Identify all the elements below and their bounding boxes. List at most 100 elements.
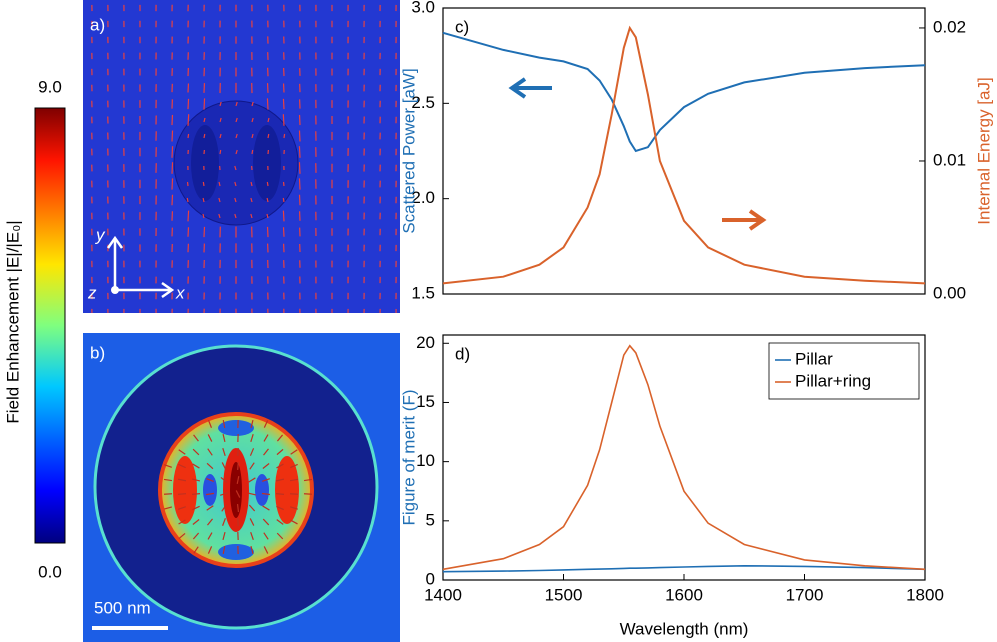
field-arrow: [234, 165, 237, 171]
field-arrow: [235, 133, 238, 139]
panel-label: b): [90, 343, 105, 362]
field-arrow: [235, 117, 238, 123]
field-arrow: [275, 493, 285, 495]
legend-label: Pillar: [795, 349, 833, 368]
field-arrow: [207, 532, 213, 540]
field-arrow: [187, 133, 190, 139]
field-arrow: [303, 478, 313, 482]
field-arrow: [219, 117, 222, 123]
field-arrow: [236, 503, 240, 513]
field-arrow: [203, 133, 206, 139]
field-arrow: [261, 492, 271, 496]
field-arrow: [207, 546, 213, 554]
field-arrow: [222, 448, 226, 456]
y-tick-label: 10: [416, 451, 435, 470]
field-arrow: [266, 181, 269, 187]
field-arrow: [266, 98, 269, 110]
field-arrow: [282, 114, 285, 126]
colorbar-label: Field Enhancement |E|/|E₀|: [3, 220, 22, 423]
field-arrow: [276, 463, 284, 469]
field-arrow: [222, 531, 226, 541]
x-tick-label: 1400: [424, 585, 462, 604]
field-arrow: [219, 101, 222, 107]
y2-tick-label: 0.02: [933, 17, 966, 36]
field-arrow: [187, 210, 190, 222]
field-arrow: [207, 434, 213, 442]
field-arrow: [250, 545, 254, 555]
field-arrow: [218, 197, 221, 203]
field-arrow: [178, 463, 186, 469]
y-tick-label: 0: [426, 569, 435, 588]
field-lobe: [255, 474, 269, 506]
scale-bar-label: 500 nm: [94, 598, 151, 617]
field-arrow: [177, 493, 187, 495]
field-arrow: [202, 213, 205, 219]
field-arrow: [221, 462, 227, 470]
field-arrow: [221, 504, 227, 512]
field-arrow: [234, 181, 237, 187]
field-arrow: [266, 213, 269, 219]
field-arrow: [248, 477, 256, 483]
arrow-head: [161, 281, 175, 299]
field-arrow: [298, 146, 301, 158]
y-tick-label: 15: [416, 392, 435, 411]
field-arrow: [203, 117, 206, 123]
field-arrow: [251, 133, 254, 139]
field-arrow: [193, 546, 199, 554]
field-arrow: [283, 133, 286, 139]
field-arrow: [234, 197, 237, 203]
field-arrow: [178, 506, 186, 510]
field-arrow: [262, 518, 270, 526]
axis-label: z: [87, 283, 97, 302]
field-arrow: [206, 478, 214, 482]
field-arrow: [282, 98, 285, 110]
y-tick-label: 5: [426, 510, 435, 529]
field-arrow: [276, 519, 284, 525]
panel-b: [83, 333, 400, 642]
panel-label: a): [90, 15, 105, 34]
field-arrow: [191, 493, 201, 495]
field-arrow: [191, 478, 201, 482]
field-arrow: [171, 162, 174, 174]
field-arrow: [276, 448, 284, 456]
field-lobe: [191, 125, 219, 201]
field-arrow: [267, 117, 270, 123]
field-arrow: [178, 532, 186, 540]
field-arrow: [282, 197, 285, 203]
field-arrow: [267, 133, 270, 139]
line-series: [442, 344, 926, 571]
field-arrow: [263, 448, 269, 456]
field-arrow: [263, 532, 269, 540]
y-tick-label: 3.0: [411, 0, 435, 16]
field-arrow: [250, 532, 254, 540]
field-arrow: [192, 448, 200, 456]
field-arrow: [171, 130, 174, 142]
colorbar: [34, 107, 66, 544]
field-arrow: [207, 448, 213, 456]
arrow-head: [748, 209, 767, 231]
axis-label: y: [95, 225, 106, 244]
series-arrow: [508, 77, 767, 231]
field-arrow: [275, 478, 285, 482]
line-series: [442, 564, 926, 573]
field-arrow: [290, 463, 298, 469]
field-arrow: [192, 463, 200, 469]
field-arrow: [219, 149, 222, 155]
field-arrow: [206, 462, 214, 470]
x-tick-label: 1800: [906, 585, 944, 604]
arrow-head: [106, 235, 124, 249]
x-tick-label: 1600: [665, 585, 703, 604]
field-arrow: [262, 505, 270, 511]
y-tick-label: 20: [416, 333, 435, 352]
field-arrow: [192, 519, 200, 525]
field-arrow: [163, 506, 173, 510]
field-arrow: [263, 420, 269, 428]
field-arrow: [222, 419, 226, 429]
field-arrow: [192, 532, 200, 540]
field-arrow: [276, 505, 284, 511]
panel-a: [83, 0, 400, 313]
field-lobe: [173, 456, 197, 524]
y2-axis-label: Internal Energy [aJ]: [974, 77, 993, 224]
field-arrow: [187, 98, 190, 110]
